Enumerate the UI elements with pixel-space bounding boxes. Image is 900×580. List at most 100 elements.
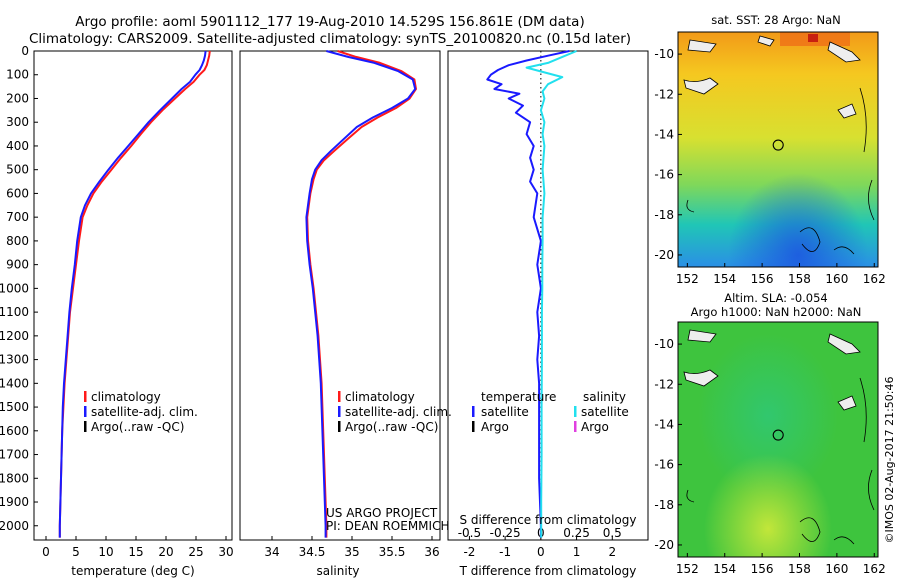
y-tick-label: 300 [6, 115, 29, 129]
y-tick-label: 1900 [0, 495, 29, 509]
x-tick-label: 35.5 [379, 545, 406, 559]
x-tick-label: 30 [218, 545, 233, 559]
x-tick-label: 0 [42, 545, 50, 559]
sst-hot-cell [808, 34, 818, 42]
map-x-tick-label: 156 [751, 272, 774, 286]
sla-map-subtitle: Argo h1000: NaN h2000: NaN [691, 305, 862, 319]
difference-panel: -2 -1 0 1 2 -0.5 -0.25 0 0.25 0.5 S difference f… [447, 50, 649, 578]
project-annotation: US ARGO PROJECT [326, 506, 438, 520]
temperature-plot-frame [33, 50, 233, 541]
legend-label-climatology: climatology [91, 390, 161, 404]
y-tick-label: 700 [6, 210, 29, 224]
x-tick-label: 36 [424, 545, 439, 559]
x-tick-label: 20 [158, 545, 173, 559]
x-tick-label: 5 [72, 545, 80, 559]
sla-map-frame [677, 321, 879, 558]
series-line [58, 50, 207, 538]
map-y-tick-label: -10 [654, 47, 674, 61]
series-line [486, 50, 570, 538]
y-tick-label: 1600 [0, 424, 29, 438]
x-tick-label: 34 [264, 545, 279, 559]
header-line1: Argo profile: aoml 5901112_177 19-Aug-20… [75, 14, 584, 30]
y-tick-label: 900 [6, 258, 29, 272]
map-y-tick-label: -20 [654, 538, 674, 552]
imos-credit: ©IMOS 02-Aug-2017 21:50:46 [883, 377, 896, 544]
series-line [305, 50, 417, 538]
pi-annotation: PI: DEAN ROEMMICH [326, 519, 449, 533]
legend-label-climatology: climatology [345, 390, 415, 404]
legend-label-satellite: satellite-adj. clim. [345, 405, 452, 419]
legend-swatch-argo [84, 421, 87, 432]
legend-swatch-temperature-argo [472, 421, 475, 432]
coastline [837, 395, 857, 411]
map-x-tick-label: 156 [751, 562, 774, 576]
legend-label-temperature-argo: Argo [481, 420, 509, 434]
coastline [687, 39, 717, 53]
x-tick-label: 34.5 [299, 545, 326, 559]
map-x-tick-label: 160 [825, 272, 848, 286]
coastline [683, 369, 719, 387]
map-y-tick-label: -20 [654, 248, 674, 262]
y-tick-label: 1400 [0, 376, 29, 390]
temperature-xlabel: temperature (deg C) [71, 564, 194, 578]
y-tick-label: 1800 [0, 471, 29, 485]
y-tick-label: 0 [21, 44, 29, 58]
difference-legend: temperature satellite Argo salinity sate… [472, 390, 629, 434]
difference-plot-frame [447, 50, 649, 541]
map-x-tick-label: 154 [713, 562, 736, 576]
x-tick-label: -2 [463, 545, 475, 559]
y-tick-label: 1200 [0, 329, 29, 343]
salinity-panel: 34 34.5 35 35.5 36 salinity climatology sate… [239, 50, 452, 578]
map-y-tick-label: -18 [654, 208, 674, 222]
reef-contour [686, 377, 875, 545]
map-y-tick-label: -14 [654, 417, 674, 431]
salinity-xlabel: salinity [316, 564, 359, 578]
difference-xlabel: T difference from climatology [459, 564, 637, 578]
legend-swatch-satellite [338, 406, 341, 417]
difference-xlabel-top: S difference from climatology [460, 513, 637, 527]
coastline [683, 77, 719, 95]
map-x-tick-label: 152 [676, 272, 699, 286]
x-tick-label: 10 [98, 545, 113, 559]
sla-map-title: Altim. SLA: -0.054 [724, 291, 828, 305]
x-tick-label: 2 [608, 545, 616, 559]
map-x-tick-label: 160 [825, 562, 848, 576]
salinity-plot-frame [239, 50, 441, 541]
s-tick-label: -0.25 [490, 526, 521, 540]
y-tick-label: 200 [6, 91, 29, 105]
legend-label-salinity-satellite: satellite [581, 405, 629, 419]
x-tick-label: 15 [128, 545, 143, 559]
map-x-tick-label: 152 [676, 562, 699, 576]
s-tick-label: 0.5 [603, 526, 622, 540]
map-y-tick-label: -18 [654, 498, 674, 512]
legend-swatch-salinity-satellite [574, 406, 577, 417]
y-tick-label: 400 [6, 139, 29, 153]
x-tick-label: 35 [344, 545, 359, 559]
y-tick-label: 1300 [0, 353, 29, 367]
legend-label-argo: Argo(..raw -QC) [345, 420, 438, 434]
x-tick-label: -1 [499, 545, 511, 559]
coastline [827, 333, 861, 355]
coastline [687, 329, 717, 343]
sst-profile-marker [772, 139, 784, 151]
sla-yellow-patch [678, 322, 878, 557]
y-tick-label: 1100 [0, 305, 29, 319]
map-x-tick-label: 162 [863, 272, 886, 286]
coastline [757, 35, 775, 47]
legend-swatch-salinity-argo [574, 421, 577, 432]
legend-swatch-argo [338, 421, 341, 432]
map-x-tick-label: 162 [863, 562, 886, 576]
sst-map-frame [677, 31, 879, 268]
legend-swatch-climatology [84, 391, 87, 402]
legend-salinity-header: salinity [583, 390, 626, 404]
map-x-tick-label: 158 [788, 272, 811, 286]
sla-profile-marker [772, 429, 784, 441]
temperature-panel: 0100200300400500600700800900100011001200… [0, 44, 234, 578]
header-line2: Climatology: CARS2009. Satellite-adjuste… [29, 31, 631, 47]
salinity-legend: climatology satellite-adj. clim. Argo(..… [338, 390, 452, 434]
y-tick-label: 1500 [0, 400, 29, 414]
map-y-tick-label: -16 [654, 458, 674, 472]
sla-map-panel: Altim. SLA: -0.054 Argo h1000: NaN h2000… [654, 291, 885, 576]
legend-label-temperature-satellite: satellite [481, 405, 529, 419]
s-tick-label: 0.25 [563, 526, 590, 540]
